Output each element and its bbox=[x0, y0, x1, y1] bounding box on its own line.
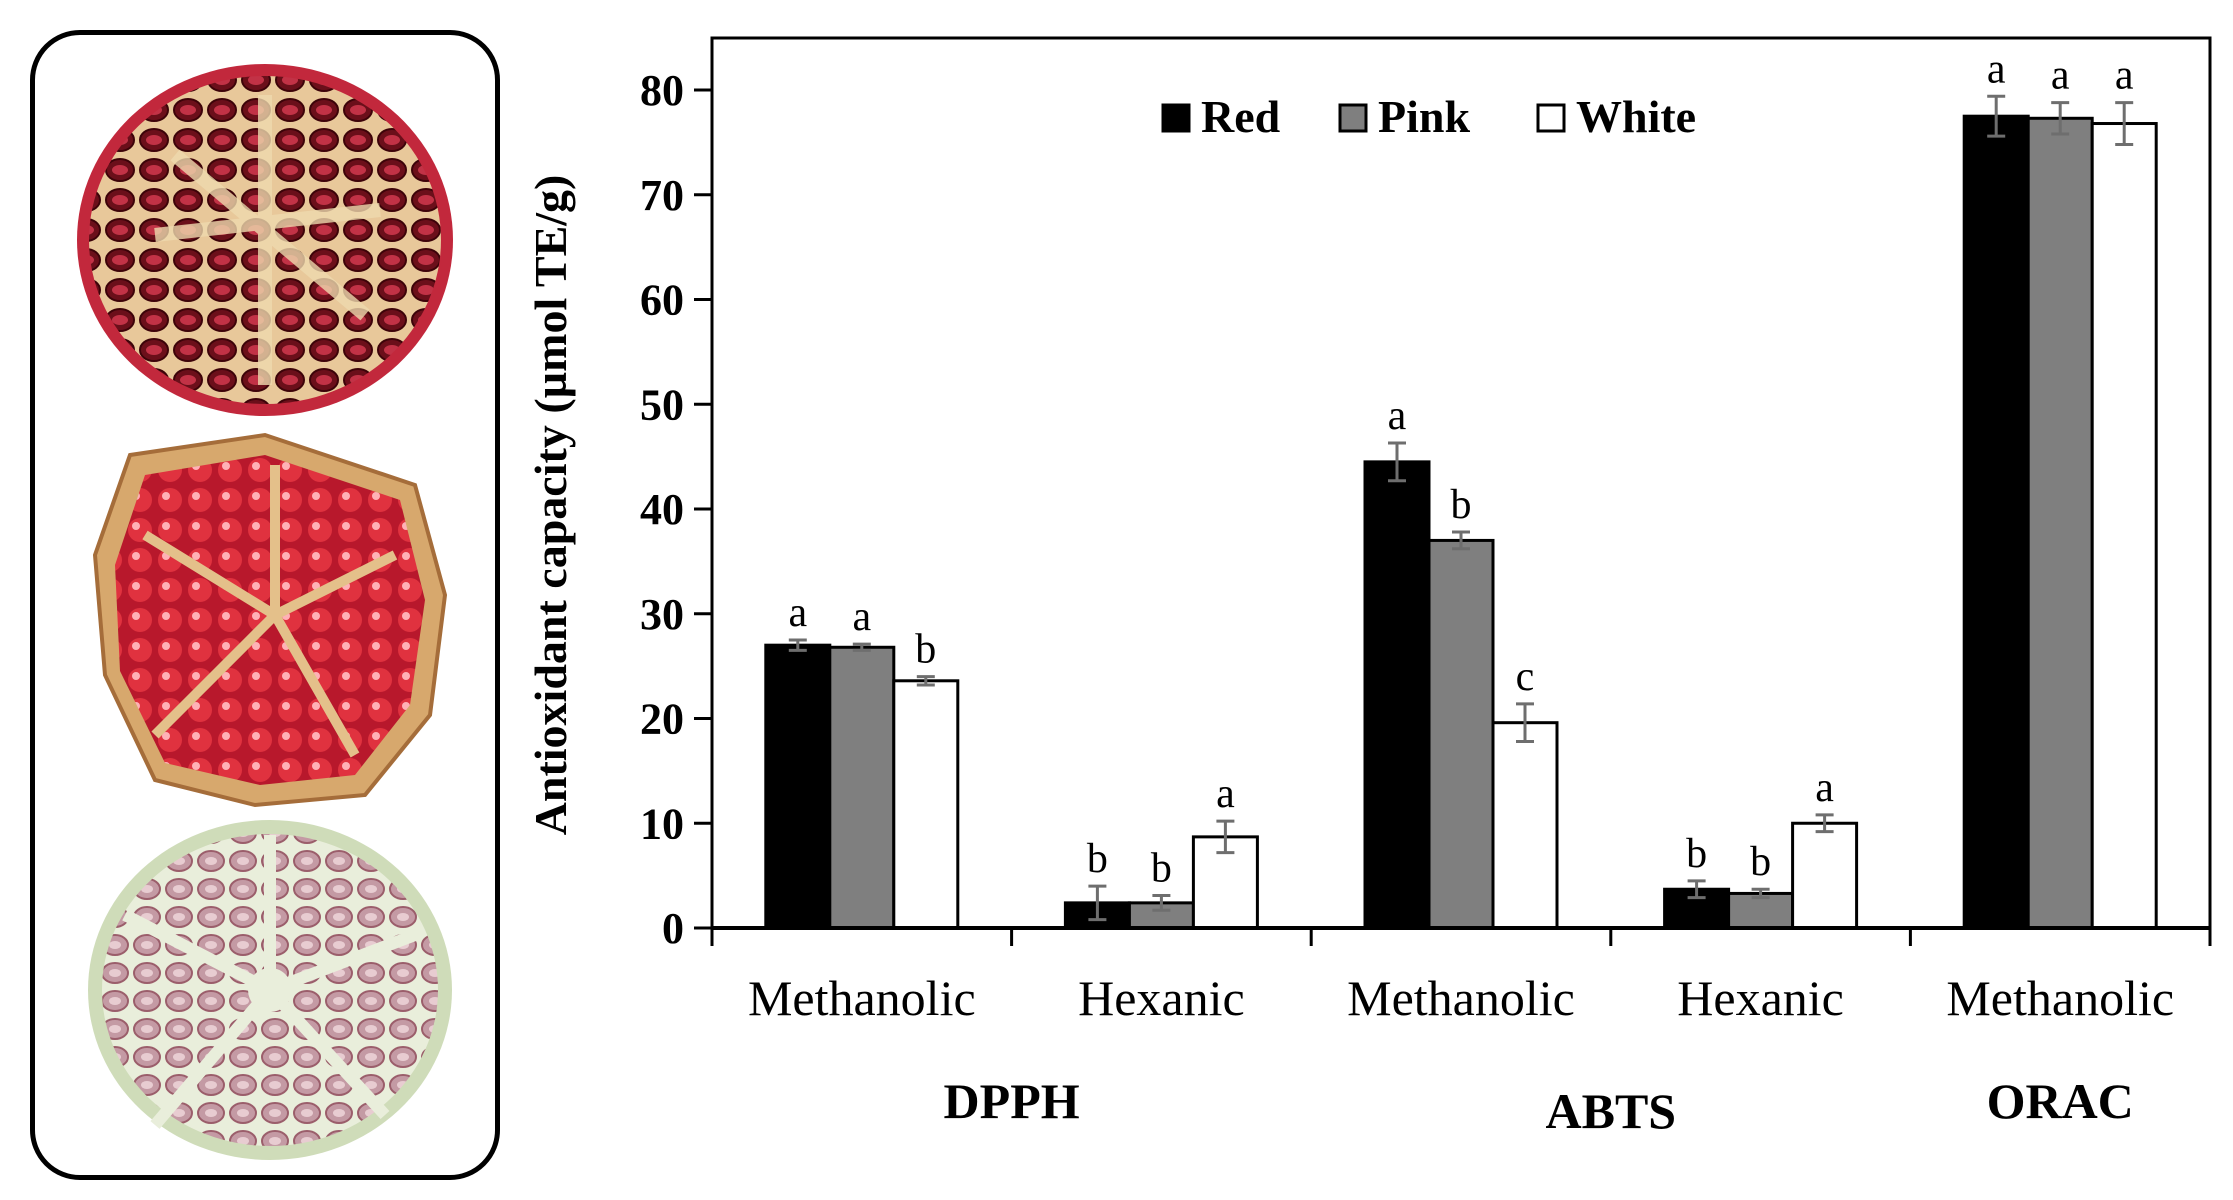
bar-red bbox=[1962, 114, 2030, 930]
y-tick-label: 70 bbox=[640, 171, 684, 220]
significance-letter: a bbox=[2115, 53, 2134, 99]
legend-label-red: Red bbox=[1201, 91, 1281, 142]
bar-pink bbox=[1427, 538, 1495, 930]
x-category-label: Hexanic bbox=[1078, 970, 1245, 1026]
x-category-label: Hexanic bbox=[1677, 970, 1844, 1026]
bar-pink bbox=[2026, 116, 2094, 930]
x-category-label: Methanolic bbox=[1946, 970, 2174, 1026]
y-tick-label: 20 bbox=[640, 695, 684, 744]
significance-letter: b bbox=[1686, 831, 1707, 877]
significance-letter: c bbox=[1516, 654, 1535, 700]
bar-white bbox=[1491, 721, 1559, 930]
image-panel bbox=[30, 30, 500, 1180]
significance-letter: a bbox=[1987, 46, 2006, 92]
significance-letter: a bbox=[1216, 771, 1235, 817]
legend: Red Pink White bbox=[1161, 91, 1696, 142]
significance-letter: a bbox=[788, 590, 807, 636]
y-tick-label: 40 bbox=[640, 485, 684, 534]
legend-label-white: White bbox=[1576, 91, 1696, 142]
bar-red bbox=[764, 643, 832, 930]
bar-white bbox=[1791, 821, 1859, 930]
bar-pink bbox=[828, 645, 896, 930]
significance-letter: a bbox=[852, 594, 871, 640]
x-category-label: Methanolic bbox=[1347, 970, 1575, 1026]
y-tick-label: 10 bbox=[640, 799, 684, 848]
group-label: ABTS bbox=[1545, 1083, 1676, 1139]
x-category-label: Methanolic bbox=[748, 970, 976, 1026]
bar-white bbox=[892, 679, 960, 930]
significance-letter: b bbox=[1087, 836, 1108, 882]
pomegranate-images bbox=[77, 64, 453, 1160]
y-tick-label: 30 bbox=[640, 590, 684, 639]
red-pomegranate-image bbox=[77, 64, 453, 416]
y-tick-label: 50 bbox=[640, 380, 684, 429]
significance-letter: b bbox=[1451, 482, 1472, 528]
bar-white bbox=[2090, 122, 2158, 930]
significance-letter: a bbox=[1815, 765, 1834, 811]
y-axis-label: Antioxidant capacity (µmol TE/g) bbox=[525, 175, 576, 836]
y-tick-label: 60 bbox=[640, 276, 684, 325]
significance-letter: b bbox=[1151, 846, 1172, 892]
legend-swatch-white bbox=[1536, 103, 1566, 133]
significance-letter: b bbox=[1750, 839, 1771, 885]
bar-red bbox=[1363, 460, 1431, 930]
y-tick-label: 0 bbox=[662, 904, 684, 953]
white-pomegranate-image bbox=[88, 820, 452, 1160]
group-label: DPPH bbox=[944, 1073, 1080, 1129]
significance-letter: a bbox=[1388, 393, 1407, 439]
group-label: ORAC bbox=[1987, 1073, 2134, 1129]
y-tick-label: 80 bbox=[640, 66, 684, 115]
legend-swatch-pink bbox=[1338, 103, 1368, 133]
significance-letter: b bbox=[915, 627, 936, 673]
legend-label-pink: Pink bbox=[1378, 91, 1470, 142]
significance-letter: a bbox=[2051, 53, 2070, 99]
legend-swatch-red bbox=[1161, 103, 1191, 133]
pink-pomegranate-image bbox=[92, 432, 448, 808]
